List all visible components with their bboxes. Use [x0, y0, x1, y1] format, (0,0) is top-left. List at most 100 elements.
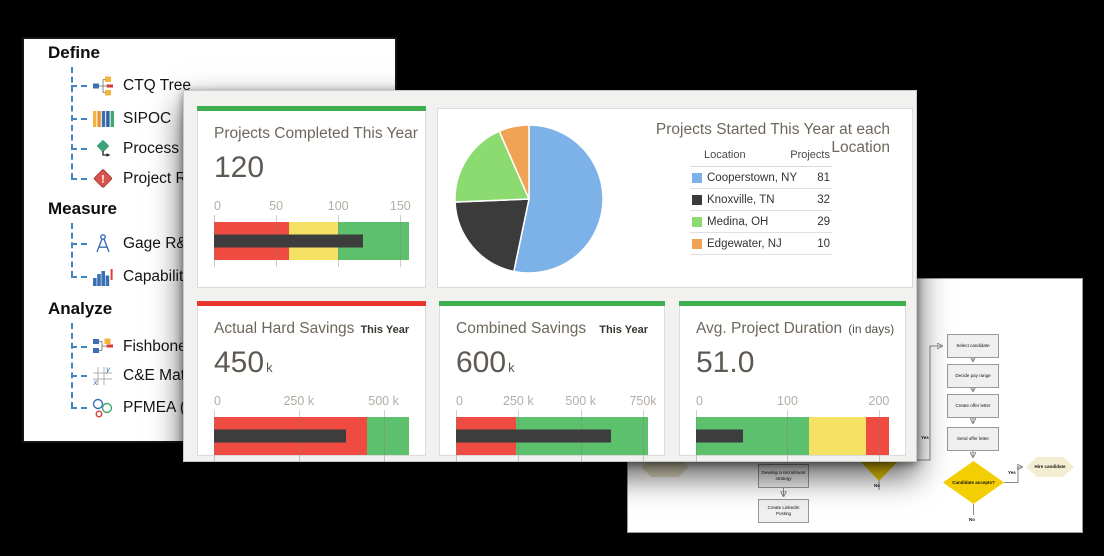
tree-item-pfmea[interactable]: PFMEA (Pr	[71, 395, 201, 421]
card-accent-stripe	[439, 301, 665, 306]
tree-connector	[71, 276, 87, 278]
pie-chart	[454, 124, 604, 274]
flow-step-decide-pay-range: Decide pay range	[947, 364, 999, 388]
axis-tick-label: 100	[327, 199, 349, 213]
legend-swatch	[692, 238, 702, 249]
pie-slice	[512, 124, 604, 274]
axis-tick-label: 0	[214, 394, 221, 408]
tree-item-label: SIPOC	[123, 110, 172, 127]
bullet-chart: 0 100 200	[696, 394, 889, 462]
card-qualifier: (in days)	[848, 322, 895, 336]
bullet-zone	[366, 417, 409, 455]
gage-rr-icon	[92, 233, 114, 255]
tree-branch-line	[71, 223, 73, 277]
tree-branch-line	[71, 67, 73, 179]
card-projects-completed: Projects Completed This Year 120 0 50 100 1…	[197, 106, 426, 288]
bullet-axis: 0 100 200	[696, 394, 889, 409]
bullet-band	[214, 215, 409, 267]
tree-connector	[71, 178, 87, 180]
card-accent-stripe	[197, 106, 426, 111]
axis-tick-mark	[787, 410, 789, 462]
flow-label-yes: Yes	[921, 435, 929, 440]
axis-tick-mark	[400, 215, 402, 267]
bullet-band	[214, 410, 409, 462]
tree-connector	[71, 407, 87, 409]
table-row: Medina, OH 29	[690, 211, 832, 233]
tree-item-label: Capability	[123, 268, 192, 285]
project-count: 81	[817, 171, 830, 184]
bullet-zone	[808, 417, 867, 455]
bullet-measure-bar	[696, 429, 743, 443]
tree-connector	[71, 85, 87, 87]
table-row: Knoxville, TN 32	[690, 189, 832, 211]
kpi-value: 120	[214, 151, 265, 184]
dashboard-window: Projects Completed This Year 120 0 50 100 1…	[183, 90, 917, 462]
flow-step-send-offer-letter: Send offer letter	[947, 427, 999, 451]
axis-tick-label: 250 k	[503, 394, 534, 408]
bullet-zone	[866, 417, 889, 455]
axis-tick-label: 0	[456, 394, 463, 408]
tree-connector	[71, 148, 87, 150]
axis-tick-label: 50	[269, 199, 284, 213]
fishbone-icon	[92, 336, 114, 358]
card-qualifier: This Year	[599, 324, 648, 336]
table-row: Cooperstown, NY 81	[690, 167, 832, 189]
tree-connector	[71, 375, 87, 377]
bullet-band	[696, 410, 889, 462]
tree-item-sipoc[interactable]: SIPOC	[71, 106, 171, 132]
tree-item-ctq-tree[interactable]: CTQ Tree	[71, 73, 191, 99]
card-qualifier: This Year	[360, 324, 410, 336]
tree-item-gage-rr[interactable]: Gage R&R	[71, 231, 198, 257]
svg-text:y: y	[105, 365, 111, 374]
axis-tick-mark	[643, 410, 644, 462]
table-row: Edgewater, NJ 10	[690, 233, 832, 255]
capability-icon	[92, 266, 114, 288]
flow-step-develop-strategy: Develop a recruitment strategy	[758, 464, 809, 488]
flow-step-select-candidate: Select candidate	[947, 334, 999, 358]
bullet-chart: 0 50 100 150	[214, 199, 411, 267]
flow-label-no: No	[874, 483, 880, 488]
location-table: Location Projects Cooperstown, NY 81 Knoxv…	[690, 149, 832, 255]
process-map-icon	[92, 138, 114, 160]
flow-step-create-offer-letter: Create offer letter	[947, 394, 999, 418]
sipoc-icon	[92, 108, 114, 130]
card-accent-stripe	[197, 301, 426, 306]
axis-tick-label: 500 k	[565, 394, 596, 408]
flow-step-create-posting: Create LinkedIn Posting	[758, 499, 809, 523]
pie-slice	[498, 124, 530, 200]
table-body: Cooperstown, NY 81 Knoxville, TN 32 Medina, …	[690, 167, 832, 255]
bullet-measure-bar	[214, 429, 347, 443]
tree-item-label: PFMEA (Pr	[123, 399, 201, 416]
bullet-chart: 0 250 k 500 k 750k	[456, 394, 657, 462]
tree-item-fishbone[interactable]: Fishbone	[71, 334, 187, 360]
tree-branch-line	[71, 323, 73, 408]
tree-item-label: C&E Matrix	[123, 367, 202, 384]
pie-slice	[454, 198, 530, 273]
location-name: Edgewater, NJ	[707, 237, 782, 250]
location-name: Knoxville, TN	[707, 193, 775, 206]
tree-connector	[71, 118, 87, 120]
kpi-value: 450 k	[214, 346, 273, 379]
axis-tick-label: 0	[696, 394, 703, 408]
location-name: Cooperstown, NY	[707, 171, 798, 184]
tree-item-capability[interactable]: Capability	[71, 264, 191, 290]
card-projects-by-location: Projects Started This Year at each Locat…	[437, 108, 913, 288]
table-header: Location Projects	[690, 149, 832, 167]
svg-text:!: !	[101, 174, 105, 186]
flow-label-yes: Yes	[1008, 470, 1016, 475]
bullet-band	[456, 410, 648, 462]
axis-tick-label: 100	[777, 394, 798, 408]
card-title: Avg. Project Duration	[696, 320, 843, 337]
flow-terminator-hire-candidate: Hire candidate	[1026, 457, 1074, 477]
axis-tick-label: 250 k	[283, 394, 315, 408]
axis-tick-mark	[383, 410, 385, 462]
pfmea-icon	[92, 397, 114, 419]
section-measure: Measure	[48, 199, 117, 218]
bullet-axis: 0 250 k 500 k	[214, 394, 409, 409]
flow-terminator-partial	[641, 457, 689, 477]
axis-tick-label: 200	[868, 394, 890, 408]
section-analyze: Analyze	[48, 299, 113, 318]
tree-item-label: Gage R&R	[123, 235, 198, 252]
